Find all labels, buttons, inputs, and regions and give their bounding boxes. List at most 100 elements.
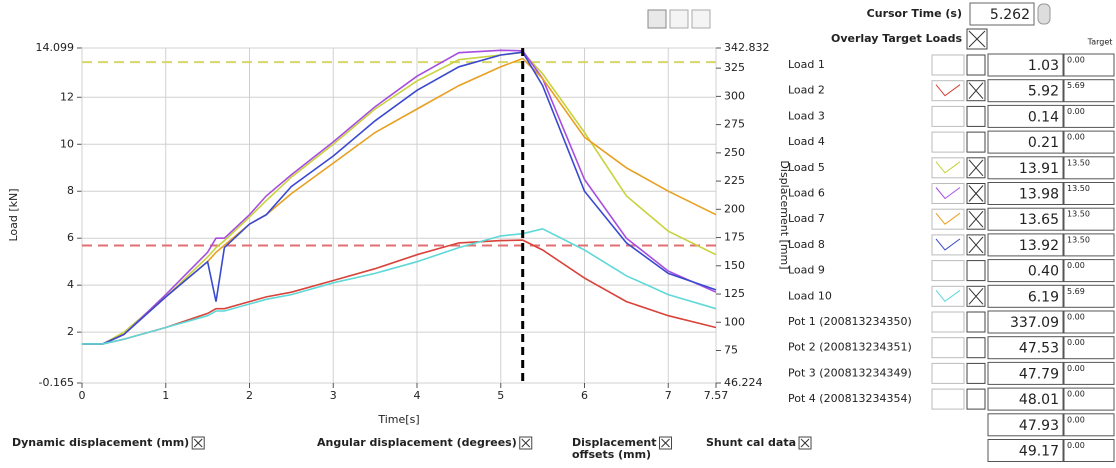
y2-tick-label: 150 [724,259,745,272]
x-tick-label: 6 [581,389,588,402]
channel-checkbox-check [968,210,984,228]
channel-name: Pot 3 (200813234349) [788,366,912,379]
channel-checkbox-check [968,159,984,177]
channel-value: 47.93 [1019,418,1059,434]
option-label: Shunt cal data [706,436,796,449]
y-tick-label: 6 [67,231,74,244]
x-tick-label: 4 [414,389,421,402]
channel-value: 13.65 [1019,212,1059,228]
y2-tick-label: 225 [724,174,745,187]
channel-value: 47.79 [1019,366,1059,382]
legend-swatch-box [931,388,965,410]
channel-name: Load 3 [788,109,825,122]
channel-name: Pot 1 (200813234350) [788,315,912,328]
channel-name: Load 4 [788,135,825,148]
channel-target: 5.69 [1067,287,1085,296]
channel-checkbox[interactable] [966,260,986,282]
y-tick-label: 2 [67,325,74,338]
legend-swatch [935,84,961,97]
value-box [987,233,1064,257]
option-label: Angular displacement (degrees) [317,436,517,449]
x-tick-label: 3 [330,389,337,402]
channel-value: 337.09 [1010,315,1059,331]
channel-value: 0.40 [1028,264,1059,280]
channel-checkbox[interactable] [966,105,986,127]
value-box [987,53,1064,77]
cursor-tool[interactable] [647,9,667,29]
channel-value: 13.91 [1019,161,1059,177]
channel-checkbox-check [968,82,984,100]
y-tick-label: 10 [60,137,74,150]
y2-tick-label: 46.224 [724,376,763,389]
channel-checkbox-check [968,185,984,202]
cursor-spinner[interactable] [1037,3,1051,25]
option-label: Displacement offsets (mm) [572,436,657,461]
cursor-label: Cursor Time (s) [867,7,962,20]
target-box [1063,53,1115,77]
channel-name: Load 2 [788,84,825,97]
channel-value: 6.19 [1028,289,1059,305]
cursor-box[interactable] [969,2,1035,26]
target-box [1063,310,1115,334]
y2-tick-label: 125 [724,287,745,300]
cursor-value[interactable]: 5.262 [990,7,1030,23]
y2-tick-label: 300 [724,89,745,102]
channel-name: Load 9 [788,264,825,277]
channel-checkbox[interactable] [966,337,986,359]
target-box [1063,156,1115,180]
channel-checkbox[interactable] [966,131,986,153]
y2-tick-label: 275 [724,118,745,131]
y-tick-label: 12 [60,90,74,103]
channel-target: 0.00 [1067,441,1085,450]
legend-swatch-box [931,54,965,76]
y2-tick-label: 342.832 [724,41,770,54]
overlay-checkbox-check [968,30,986,48]
option-label: Dynamic displacement (mm) [12,436,189,449]
y-tick-label: 4 [67,278,74,291]
channel-checkbox[interactable] [966,362,986,384]
y-tick-label: 14.099 [36,41,75,54]
value-box [987,104,1064,128]
legend-swatch [935,238,961,251]
target-box [1063,259,1115,283]
y2-axis-label: Displacement [mm] [778,160,791,269]
value-box [987,284,1064,308]
x-tick-label: 7 [665,389,672,402]
channel-value: 13.98 [1019,187,1059,203]
y2-tick-label: 175 [724,231,745,244]
channel-target: 13.50 [1067,184,1090,193]
value-box [987,79,1064,103]
channel-checkbox[interactable] [966,388,986,410]
channel-checkbox[interactable] [966,311,986,333]
target-box [1063,387,1115,411]
channel-value: 47.53 [1019,341,1059,357]
series-line [82,51,717,345]
plot-area [81,47,717,384]
x-tick-label: 0 [79,389,86,402]
channel-target: 13.50 [1067,210,1090,219]
option-checkbox-check [521,438,531,448]
channel-value: 5.92 [1028,84,1059,100]
channel-target: 0.00 [1067,261,1085,270]
pan-tool[interactable] [691,9,711,29]
target-box [1063,284,1115,308]
channel-checkbox[interactable] [966,54,986,76]
legend-swatch-box [931,131,965,153]
value-box [987,336,1064,360]
channel-target: 13.50 [1067,235,1090,244]
legend-swatch-box [931,208,965,230]
y2-tick-label: 325 [724,61,745,74]
value-box [987,439,1064,462]
x-axis-label: Time[s] [377,413,419,426]
legend-swatch [935,212,961,225]
value-box [987,259,1064,283]
legend-swatch [935,289,961,302]
option-checkbox-check [193,438,203,448]
legend-swatch-box [931,183,965,204]
series-line [82,51,717,345]
channel-value: 49.17 [1019,444,1059,460]
target-box [1063,207,1115,231]
target-box [1063,439,1115,462]
channel-target: 0.00 [1067,133,1085,142]
zoom-tool[interactable] [669,9,689,29]
